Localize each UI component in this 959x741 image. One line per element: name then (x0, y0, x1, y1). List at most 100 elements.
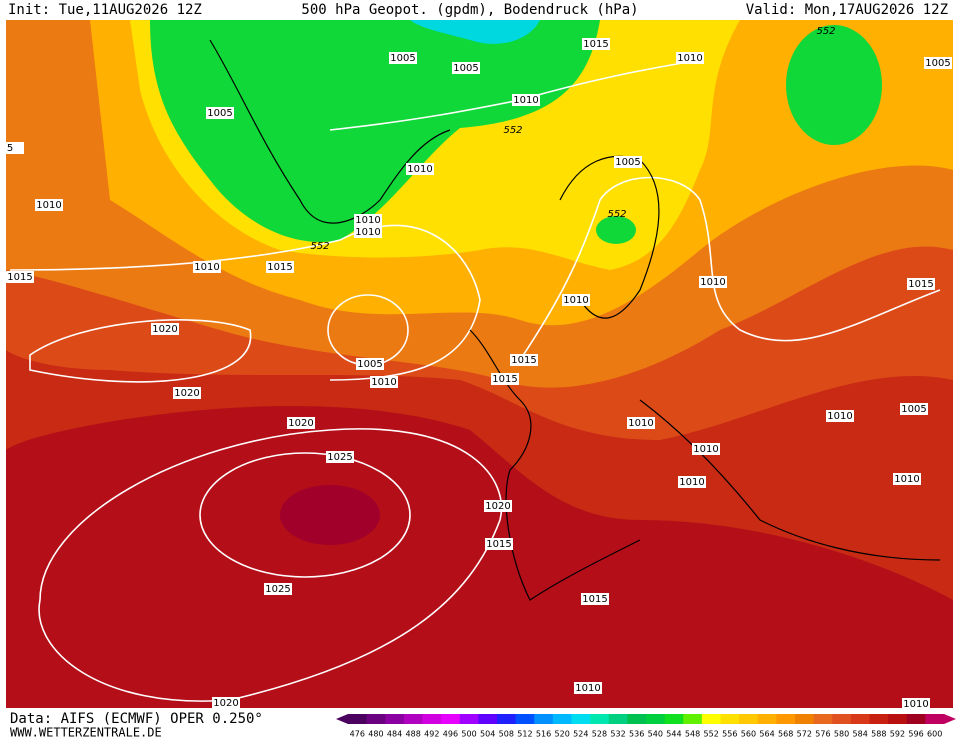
field-cyan (410, 20, 540, 44)
isobar-labels: 1005 1005 1010 1015 1010 1005 1005 1010 1005 1010… (0, 26, 952, 710)
colorbar-tick-label: 552 (704, 730, 719, 739)
colorbar-swatch (366, 714, 386, 724)
colorbar-swatch (664, 714, 684, 724)
isobar-label-box (676, 52, 704, 64)
isobar-label-text: 1015 (486, 539, 511, 550)
isobar-label: 1010 (826, 410, 854, 422)
colorbar-tick-label: 516 (536, 730, 551, 739)
isobar-label-box (902, 698, 930, 710)
colorbar-tick-label: 580 (834, 730, 849, 739)
isobar-label-box (206, 107, 234, 119)
isobar-label: 1020 (173, 387, 201, 399)
isobar-label-text: 1010 (513, 95, 538, 106)
colorbar-swatch (422, 714, 442, 724)
isobar-label: 1025 (264, 583, 292, 595)
colorbar-swatch (348, 714, 368, 724)
valid-time: Valid: Mon,17AUG2026 12Z (746, 2, 948, 18)
isobar-label: 1015 (266, 261, 294, 273)
isobar-label-text: 1020 (152, 324, 177, 335)
isobar-label: 1020 (212, 697, 240, 709)
colorbar-swatch (720, 714, 740, 724)
isobars (9, 59, 941, 702)
colorbar-tick-label: 576 (815, 730, 830, 739)
isobar-label-text: 1010 (371, 377, 396, 388)
isobar-label-text: 1005 (615, 157, 640, 168)
isobar-label-text: 1005 (901, 404, 926, 415)
isobar-label: 1010 (354, 214, 382, 226)
isobar-label-box (389, 52, 417, 64)
isobar-label-box (35, 199, 63, 211)
colorbar-tick-label: 540 (648, 730, 663, 739)
colorbar-tick-label: 532 (610, 730, 625, 739)
isobar-label-box (574, 682, 602, 694)
field-green-east (786, 25, 882, 145)
colorbar-swatch (590, 714, 610, 724)
isobar-label-box (264, 583, 292, 595)
isobar-label: 1020 (484, 500, 512, 512)
map (6, 20, 953, 708)
isobar-label: 1025 (326, 451, 354, 463)
isobar-label: 1010 (562, 294, 590, 306)
colorbar-swatch (552, 714, 572, 724)
isobar-label-box (582, 38, 610, 50)
website: WWW.WETTERZENTRALE.DE (10, 726, 162, 740)
isobar-label-text: 1015 (492, 374, 517, 385)
colorbar-tick-label: 500 (461, 730, 476, 739)
isobar-label-text: 1015 (583, 39, 608, 50)
isobar-label: 1010 (512, 94, 540, 106)
isobar-label-box (266, 261, 294, 273)
isobar-label-text: 1010 (407, 164, 432, 175)
isobar-label: 1005 (356, 358, 384, 370)
colorbar-swatch (888, 714, 908, 724)
isobar-label: 1010 (699, 276, 727, 288)
data-source: Data: AIFS (ECMWF) OPER 0.250° (10, 711, 263, 727)
colorbar-swatch (515, 714, 535, 724)
isobar-label-text: 1015 (7, 272, 32, 283)
isobar-label: 1015 (485, 538, 513, 550)
isobar-label-box (212, 697, 240, 709)
isobar-label-text: 1005 (390, 53, 415, 64)
isobar-label-text: 1010 (693, 444, 718, 455)
colorbar-swatch (701, 714, 721, 724)
isobar-label-box (356, 358, 384, 370)
isobar-label-box (6, 271, 34, 283)
isobar-label: 1015 (6, 271, 34, 283)
colorbar-tick-label: 592 (890, 730, 905, 739)
isobar-label-text: 1010 (628, 418, 653, 429)
isobar-label: 1010 (35, 199, 63, 211)
isobar-label-text: 1010 (575, 683, 600, 694)
field-green-north (150, 20, 600, 242)
colorbar-swatch (757, 714, 777, 724)
colorbar-swatch (795, 714, 815, 724)
colorbar-swatch (683, 714, 703, 724)
colorbar-tick-label: 544 (666, 730, 681, 739)
colorbar-swatch (925, 714, 945, 724)
isobar-label: 1020 (287, 417, 315, 429)
isobar-label: 1015 (581, 593, 609, 605)
colorbar-swatch (869, 714, 889, 724)
isobar-label: 1015 (582, 38, 610, 50)
colorbar-tick-label: 584 (853, 730, 868, 739)
isobar-label-text: 1005 (925, 58, 950, 69)
isobar-label: 1005 (614, 156, 642, 168)
isobar-label-box (484, 500, 512, 512)
colorbar-tick-label: 508 (499, 730, 514, 739)
colorbar-tick-label: 528 (592, 730, 607, 739)
colorbar-tick-label: 568 (778, 730, 793, 739)
isobar-label: 1005 (900, 403, 928, 415)
isobar-label-box (151, 323, 179, 335)
isobar-label: 5 (0, 142, 24, 154)
isobar-label-text: 1015 (908, 279, 933, 290)
isobar-label-box (370, 376, 398, 388)
field-high-core (280, 485, 380, 545)
isobar-label-text: 1015 (582, 594, 607, 605)
isobar-label-text: 1020 (485, 501, 510, 512)
isobar-label-box (893, 473, 921, 485)
isobar-label-box (354, 214, 382, 226)
field-green-scandinavia (596, 216, 636, 244)
isobar-label-text: 1010 (563, 295, 588, 306)
isobar-label-box (562, 294, 590, 306)
isobar-label: 1005 (389, 52, 417, 64)
colorbar-swatch (850, 714, 870, 724)
